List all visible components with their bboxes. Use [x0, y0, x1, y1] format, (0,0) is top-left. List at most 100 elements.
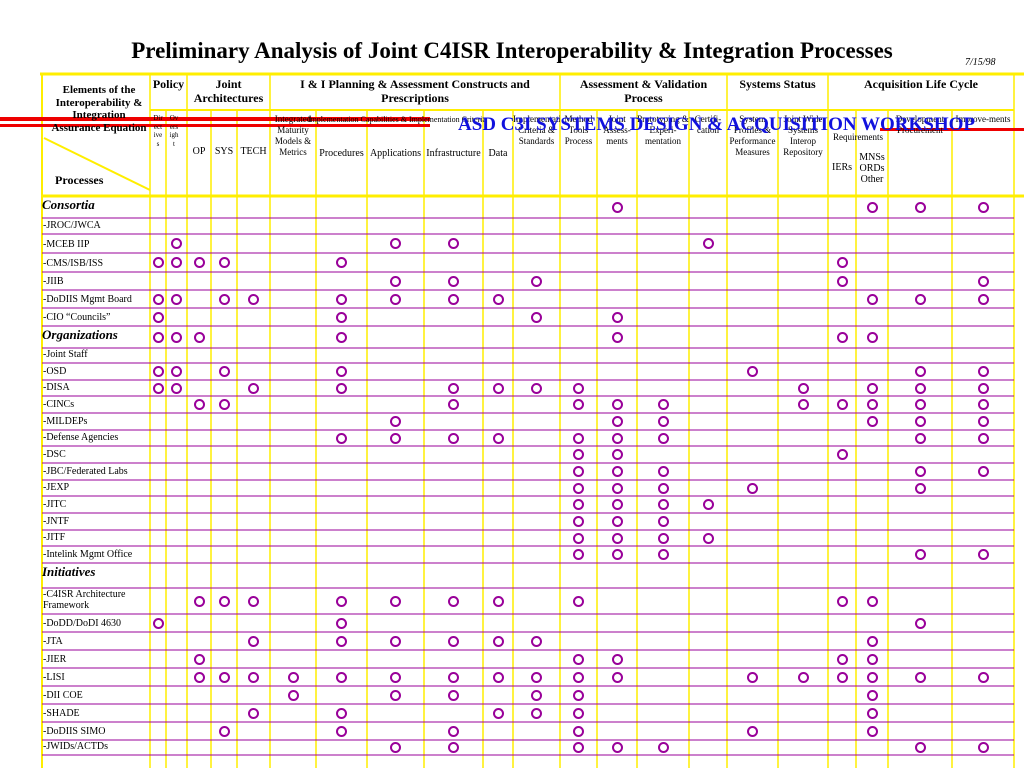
matrix-mark: [248, 293, 259, 305]
matrix-mark: [611, 742, 623, 753]
corner-bottom-label: Processes: [55, 173, 104, 187]
row-label: -JTA: [43, 636, 63, 647]
matrix-mark: [836, 653, 848, 665]
row-label: -C4ISR Architecture Framework: [43, 589, 126, 611]
matrix-mark: [747, 725, 758, 737]
row-group-label: Initiatives: [42, 564, 96, 579]
matrix-mark: [193, 331, 205, 343]
matrix-mark: [531, 635, 542, 647]
subcol-header-oversight: Oversight: [169, 114, 179, 149]
row-label: -JROC/JWCA: [43, 220, 101, 231]
matrix-mark: [914, 416, 926, 427]
red-bar-right: [880, 128, 1024, 131]
matrix-mark: [977, 416, 989, 427]
row-label: -JIIB: [43, 276, 64, 287]
row-label: -CMS/ISB/ISS: [43, 258, 104, 269]
matrix-mark: [531, 275, 542, 287]
matrix-mark: [336, 707, 347, 719]
matrix-mark: [573, 742, 584, 753]
matrix-mark: [152, 257, 164, 268]
matrix-mark: [866, 201, 878, 213]
matrix-mark: [248, 635, 259, 647]
matrix-mark: [573, 725, 584, 737]
matrix-mark: [914, 366, 926, 377]
matrix-mark: [390, 671, 401, 683]
matrix-mark: [611, 432, 623, 444]
matrix-mark: [218, 257, 230, 268]
row-label: -MCEB IIP: [43, 239, 90, 250]
group-header: Acquisition Life Cycle: [864, 77, 978, 91]
matrix-mark: [573, 399, 584, 410]
matrix-mark: [611, 549, 623, 560]
matrix-mark: [492, 595, 504, 607]
page-title: Preliminary Analysis of Joint C4ISR Inte…: [131, 38, 893, 63]
matrix-mark: [573, 689, 584, 701]
subcol-header-data: Data: [488, 148, 508, 159]
matrix-mark: [390, 275, 401, 287]
matrix-mark: [914, 293, 926, 305]
matrix-mark: [336, 432, 347, 444]
matrix-mark: [702, 238, 714, 249]
matrix-mark: [914, 482, 926, 494]
matrix-mark: [492, 671, 504, 683]
matrix-mark: [866, 382, 878, 394]
row-label: -MILDEPs: [43, 416, 88, 427]
matrix-mark: [171, 366, 182, 377]
matrix-mark: [218, 725, 230, 737]
matrix-mark: [977, 382, 989, 394]
matrix-mark: [797, 671, 809, 683]
subcol-header-procurement: Development Procurement: [895, 114, 945, 135]
subcol-header-maturity: Integrated Maturity Models & Metrics: [274, 114, 312, 157]
matrix-mark: [171, 293, 182, 305]
matrix-mark: [866, 331, 878, 343]
matrix-mark: [336, 635, 347, 647]
matrix-mark: [390, 293, 401, 305]
corner-top-label: Elements of the Interoperability & Integ…: [51, 84, 147, 134]
matrix-mark: [171, 382, 182, 394]
matrix-mark: [914, 399, 926, 410]
matrix-mark: [336, 595, 347, 607]
matrix-mark: [977, 742, 989, 753]
matrix-mark: [390, 416, 401, 427]
red-bar-lower: [0, 124, 430, 127]
matrix-mark: [448, 238, 459, 249]
matrix-mark: [611, 516, 623, 527]
subcol-header-applications: Applications: [369, 148, 422, 159]
matrix-mark: [747, 671, 758, 683]
matrix-mark: [797, 399, 809, 410]
matrix-mark: [657, 549, 669, 560]
matrix-mark: [193, 399, 205, 410]
matrix-mark: [248, 382, 259, 394]
subcol-header-mns: MNSs ORDs Other: [859, 152, 885, 185]
matrix-mark: [448, 635, 459, 647]
matrix-mark: [866, 635, 878, 647]
matrix-mark: [797, 382, 809, 394]
matrix-mark: [611, 449, 623, 460]
matrix-mark: [336, 382, 347, 394]
corner-diagonal-line: [43, 137, 151, 191]
matrix-mark: [611, 201, 623, 213]
subcol-header-profiles: System Profiles & Performance Measures: [729, 114, 776, 157]
group-header: I & I Planning & Assessment Constructs a…: [300, 77, 530, 105]
matrix-mark: [193, 257, 205, 268]
row-label: -Defense Agencies: [43, 432, 119, 443]
group-header: Policy: [152, 77, 185, 91]
date-label: 7/15/98: [965, 57, 996, 68]
matrix-mark: [836, 399, 848, 410]
matrix-mark: [152, 293, 164, 305]
row-label: -DoDD/DoDI 4630: [43, 618, 122, 629]
matrix-mark: [702, 532, 714, 544]
subcol-header-op: OP: [192, 146, 206, 157]
matrix-mark: [336, 671, 347, 683]
matrix-mark: [866, 399, 878, 410]
subcol-header-directives: Directives: [153, 114, 163, 149]
group-header: Systems Status: [739, 77, 816, 91]
subcol-header-criteria: Implementation Criteria & Standards: [513, 114, 560, 146]
matrix-mark: [836, 275, 848, 287]
matrix-mark: [914, 742, 926, 753]
matrix-mark: [152, 311, 164, 323]
misc-header-text: Implementation Capabilities & Implementa…: [307, 115, 487, 124]
matrix-mark: [573, 671, 584, 683]
row-label: -JBC/Federated Labs: [43, 466, 128, 477]
matrix-mark: [248, 671, 259, 683]
